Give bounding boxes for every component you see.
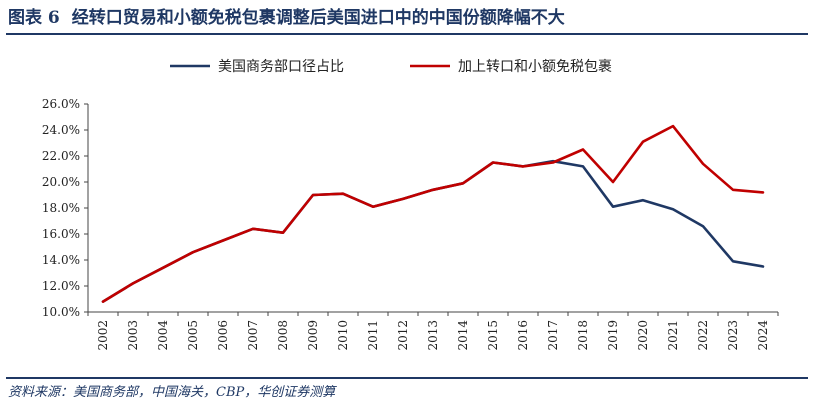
x-tick-label: 2018 <box>576 320 590 351</box>
x-tick-label: 2010 <box>336 320 350 351</box>
x-tick-label: 2015 <box>486 320 500 351</box>
chart-title: 图表 6 经转口贸易和小额免税包裹调整后美国进口中的中国份额降幅不大 <box>8 4 565 32</box>
footer-divider <box>6 377 808 379</box>
figure-title: 经转口贸易和小额免税包裹调整后美国进口中的中国份额降幅不大 <box>71 8 565 28</box>
x-tick-label: 2020 <box>636 320 650 351</box>
legend-label-2: 加上转口和小额免税包裹 <box>458 59 612 75</box>
y-tick-label: 10.0% <box>42 305 80 319</box>
series-line-2 <box>101 124 765 303</box>
legend-label-1: 美国商务部口径占比 <box>218 59 344 75</box>
legend: 美国商务部口径占比 加上转口和小额免税包裹 <box>170 59 612 75</box>
x-tick-label: 2017 <box>546 320 560 351</box>
x-tick-label: 2021 <box>666 320 680 351</box>
y-axis: 26.0% 24.0% 22.0% 20.0% 18.0% 16.0% 14.0% 12.0%… <box>42 97 89 319</box>
y-tick-label: 18.0% <box>42 201 80 215</box>
x-tick-label: 2004 <box>156 320 170 351</box>
x-tick-label: 2023 <box>726 320 740 351</box>
x-tick-label: 2012 <box>396 320 410 351</box>
y-tick-label: 24.0% <box>42 123 80 137</box>
x-tick-label: 2022 <box>696 320 710 351</box>
x-tick-label: 2014 <box>456 320 470 351</box>
y-tick-label: 12.0% <box>42 279 80 293</box>
y-tick-label: 20.0% <box>42 175 80 189</box>
x-tick-label: 2013 <box>426 320 440 351</box>
x-tick-label: 2024 <box>756 320 770 351</box>
x-tick-label: 2003 <box>126 320 140 351</box>
x-axis: 2002 2003 2004 2005 2006 2007 2008 2009 2010 2011… <box>87 311 779 351</box>
x-tick-label: 2019 <box>606 320 620 351</box>
title-divider <box>6 33 808 35</box>
line-chart: 美国商务部口径占比 加上转口和小额免税包裹 26.0% 24.0% 22.0% 20.0… <box>42 59 779 351</box>
x-tick-label: 2011 <box>366 320 380 351</box>
series-lines <box>101 124 765 303</box>
x-tick-label: 2009 <box>306 320 320 351</box>
x-tick-label: 2008 <box>276 320 290 351</box>
y-tick-label: 26.0% <box>42 97 80 111</box>
figure-label: 图表 6 <box>8 8 60 28</box>
y-tick-label: 16.0% <box>42 227 80 241</box>
y-tick-label: 22.0% <box>42 149 80 163</box>
source-note: 资料来源：美国商务部，中国海关，CBP，华创证券测算 <box>8 385 336 400</box>
series-line-1 <box>101 159 765 303</box>
x-tick-label: 2016 <box>516 320 530 351</box>
x-tick-label: 2005 <box>186 320 200 351</box>
x-tick-label: 2002 <box>96 320 110 351</box>
y-tick-label: 14.0% <box>42 253 80 267</box>
x-tick-label: 2006 <box>216 320 230 351</box>
x-tick-label: 2007 <box>246 320 260 351</box>
